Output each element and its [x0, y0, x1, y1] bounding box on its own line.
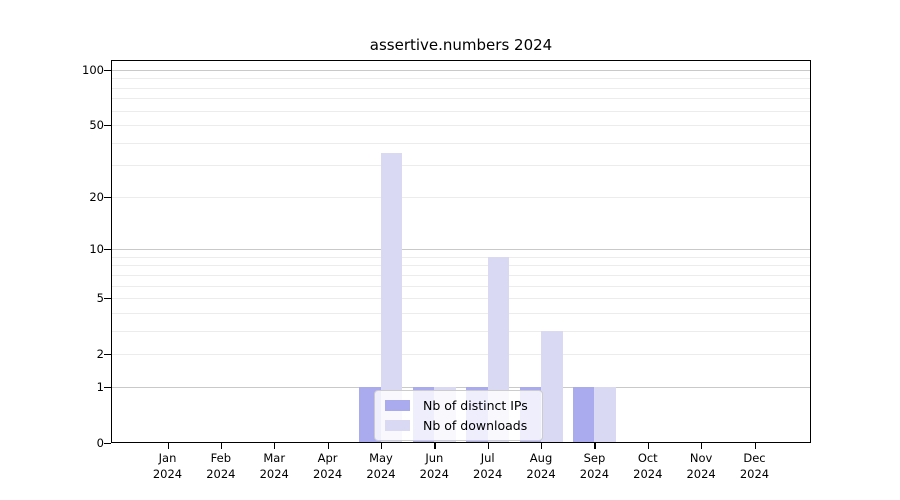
x-tick-label: Jul 2024	[473, 450, 502, 482]
gridline-minor	[111, 98, 811, 100]
gridline-minor	[111, 330, 811, 332]
y-tick	[104, 196, 111, 198]
gridline-minor	[111, 87, 811, 89]
x-label-month: Dec	[743, 451, 766, 465]
x-label-month: May	[369, 451, 393, 465]
y-tick-label: 50	[89, 118, 104, 133]
x-tick-label: Feb 2024	[206, 450, 235, 482]
gridline-major	[111, 69, 811, 71]
legend: Nb of distinct IPs Nb of downloads	[374, 390, 543, 441]
x-tick-label: Aug 2024	[526, 450, 555, 482]
x-label-year: 2024	[633, 467, 663, 482]
x-label-year: 2024	[152, 467, 183, 482]
y-tick	[104, 443, 111, 445]
legend-item-distinct-ips: Nb of distinct IPs	[385, 398, 528, 413]
y-tick-label: 2	[96, 347, 104, 362]
x-tick	[647, 443, 649, 449]
y-tick	[104, 69, 111, 71]
x-label-month: Aug	[529, 451, 553, 465]
y-tick	[104, 125, 111, 127]
y-tick	[104, 298, 111, 300]
gridline-minor	[111, 265, 811, 267]
legend-swatch-downloads	[385, 420, 410, 431]
x-label-month: Feb	[210, 451, 232, 465]
legend-label-distinct-ips: Nb of distinct IPs	[423, 398, 528, 413]
y-tick-label: 20	[89, 189, 104, 204]
x-label-month: Apr	[317, 451, 338, 465]
x-tick	[274, 443, 276, 449]
bar-sep-distinct-ips	[572, 386, 595, 443]
chart-title: assertive.numbers 2024	[369, 36, 553, 54]
gridline-minor	[111, 165, 811, 167]
y-tick-label: 1	[96, 379, 104, 394]
gridline-minor	[111, 312, 811, 314]
y-tick	[104, 354, 111, 356]
x-label-month: Sep	[583, 451, 606, 465]
y-tick	[104, 249, 111, 251]
bar-may-downloads	[380, 153, 403, 443]
x-label-year: 2024	[419, 467, 449, 482]
x-label-year: 2024	[473, 467, 503, 482]
x-tick	[380, 443, 383, 449]
x-tick	[220, 443, 223, 449]
gridline-minor	[111, 256, 811, 258]
y-tick	[104, 386, 111, 389]
x-label-year: 2024	[206, 467, 236, 482]
x-tick-label: Sep 2024	[580, 450, 609, 482]
gridline-minor	[111, 125, 811, 127]
gridline-minor	[111, 142, 811, 144]
x-tick	[167, 443, 169, 449]
legend-swatch-distinct-ips	[385, 400, 410, 411]
x-label-month: Oct	[637, 451, 658, 465]
gridline-major	[111, 249, 811, 251]
x-tick-label: Dec 2024	[740, 450, 769, 482]
legend-item-downloads: Nb of downloads	[385, 418, 528, 433]
x-label-month: Jun	[425, 451, 444, 465]
x-label-year: 2024	[526, 467, 556, 482]
x-label-year: 2024	[739, 467, 770, 482]
bar-sep-downloads	[594, 386, 616, 443]
legend-label-downloads: Nb of downloads	[423, 418, 528, 433]
gridline-minor	[111, 196, 811, 198]
bar-aug-downloads	[541, 330, 563, 443]
x-tick	[594, 443, 596, 449]
gridline-minor	[111, 354, 811, 356]
x-tick	[541, 443, 543, 449]
y-tick-label: 100	[82, 62, 104, 77]
y-tick-label: 10	[89, 242, 104, 257]
x-label-month: Jul	[480, 451, 495, 465]
x-tick-label: May 2024	[366, 450, 395, 482]
x-tick	[754, 443, 756, 449]
x-tick-label: Nov 2024	[686, 450, 715, 482]
x-tick-label: Apr 2024	[313, 450, 342, 482]
gridline-minor	[111, 110, 811, 112]
x-label-year: 2024	[312, 467, 343, 482]
gridline-minor	[111, 285, 811, 287]
x-tick	[701, 443, 703, 449]
x-label-month: Jan	[158, 451, 177, 465]
x-tick-label: Mar 2024	[260, 450, 289, 482]
x-label-month: Nov	[689, 451, 713, 465]
x-label-year: 2024	[579, 467, 610, 482]
x-tick	[434, 443, 436, 449]
y-tick-label: 0	[96, 436, 104, 450]
x-label-month: Mar	[263, 451, 286, 465]
x-tick-label: Jun 2024	[420, 450, 449, 482]
gridline-major	[111, 386, 811, 388]
y-tick-label: 5	[96, 291, 104, 306]
x-label-year: 2024	[366, 467, 396, 482]
x-tick-label: Oct 2024	[633, 450, 662, 482]
plot-area	[111, 60, 811, 443]
x-label-year: 2024	[686, 467, 716, 482]
x-tick	[327, 443, 329, 449]
x-tick-label: Jan 2024	[153, 450, 182, 482]
gridline-minor	[111, 274, 811, 276]
x-label-year: 2024	[259, 467, 289, 482]
gridline-minor	[111, 78, 811, 80]
gridline-minor	[111, 298, 811, 300]
x-tick	[487, 443, 489, 449]
